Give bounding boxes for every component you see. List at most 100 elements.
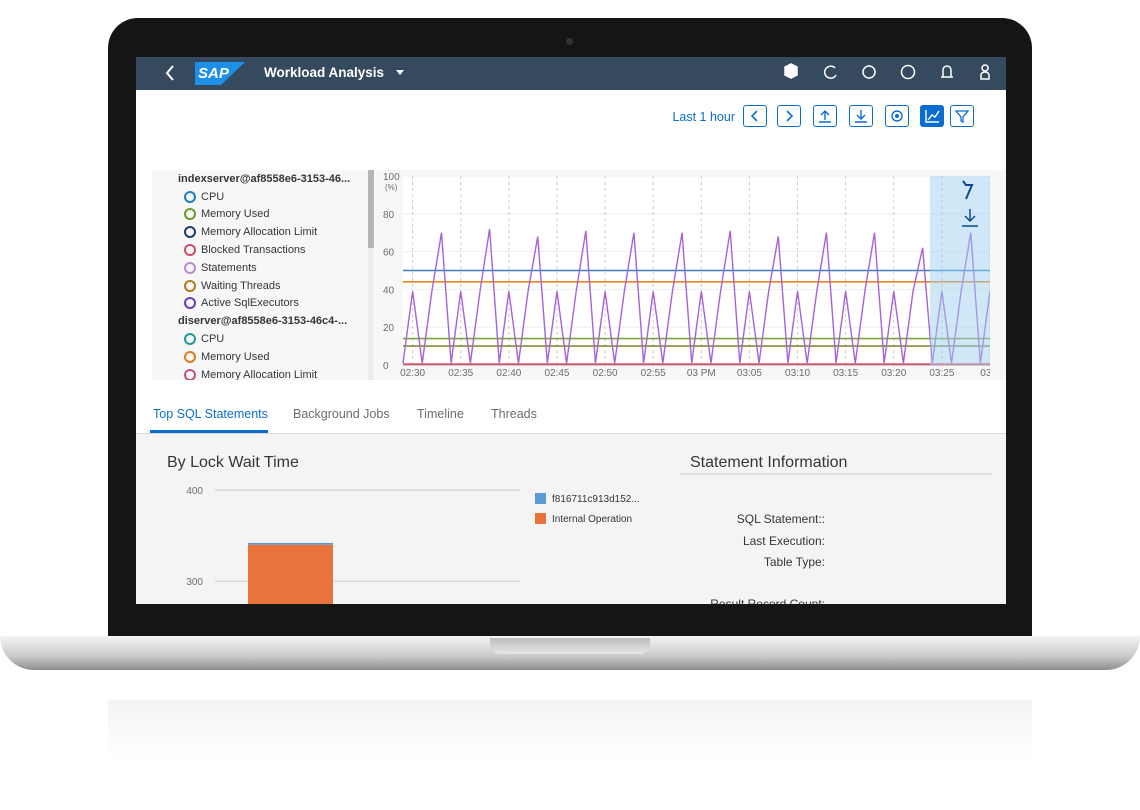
legend-marker	[184, 226, 196, 239]
x-tick-label: 02:50	[593, 368, 618, 379]
lock-chart: By Lock Wait Time Statement Information …	[167, 454, 992, 604]
bar-segment	[248, 544, 333, 604]
x-tick-label: 02:40	[496, 368, 521, 379]
selection-highlight[interactable]	[930, 176, 990, 365]
settings-button[interactable]	[885, 105, 909, 127]
filter-button[interactable]	[950, 105, 974, 127]
legend-label: Memory Allocation Limit	[201, 226, 318, 239]
legend-item[interactable]: CPU	[152, 330, 368, 348]
legend-item[interactable]: Memory Used	[152, 348, 368, 366]
next-button[interactable]	[777, 105, 801, 127]
x-tick-label: 02:45	[544, 368, 569, 379]
legend-item[interactable]: Memory Allocation Limit	[152, 366, 368, 380]
help-icon[interactable]	[900, 64, 916, 80]
camera	[566, 38, 573, 45]
y-tick-label: 80	[383, 210, 395, 221]
history-icon[interactable]	[862, 65, 876, 79]
scroll-thumb[interactable]	[368, 170, 374, 248]
shell-bar: SAP Workload Analysis	[136, 57, 1006, 90]
legend-label: Statements	[201, 261, 257, 274]
legend-marker	[184, 261, 196, 274]
legend-item[interactable]: Statements	[152, 259, 368, 277]
y-tick-label: 100	[383, 172, 400, 183]
legend-marker	[184, 297, 196, 310]
back-icon[interactable]	[165, 65, 174, 81]
time-range[interactable]: Last 1 hour	[672, 110, 735, 124]
legend-label: Internal Operation	[552, 514, 632, 525]
monitor-legend: indexserver@af8558e6-3153-46... CPU Memory…	[152, 170, 368, 380]
x-tick-label: 03:25	[929, 368, 954, 379]
x-tick-label: 03:10	[785, 368, 810, 379]
tab[interactable]: Timeline	[417, 407, 464, 421]
download-button[interactable]	[849, 105, 873, 127]
legend-marker	[184, 208, 196, 221]
scroll-track	[368, 170, 374, 380]
x-tick-label: 03:20	[881, 368, 906, 379]
x-tick-label: 02:35	[448, 368, 473, 379]
legend-swatch	[535, 513, 546, 524]
legend-item[interactable]: Waiting Threads	[152, 277, 368, 295]
y-tick-label: 300	[186, 577, 203, 588]
field-label: Table Type:	[763, 555, 825, 569]
y-tick-label: 0	[383, 361, 389, 372]
legend-item[interactable]: Blocked Transactions	[152, 241, 368, 259]
title-dropdown[interactable]	[396, 70, 404, 75]
legend-marker	[184, 368, 196, 380]
legend-marker	[184, 279, 196, 292]
legend-marker	[184, 244, 196, 257]
chart-button[interactable]	[920, 105, 944, 127]
shell-icons: SAP Workload Analysis	[165, 62, 990, 85]
notification-icon[interactable]	[941, 65, 953, 78]
statement-info-title: Statement Information	[690, 454, 847, 471]
x-tick-label: 02:55	[641, 368, 666, 379]
tab[interactable]: Background Jobs	[293, 407, 390, 421]
user-icon[interactable]	[980, 64, 990, 80]
tab-underline	[150, 430, 268, 433]
legend-label: Active SqlExecutors	[201, 297, 299, 310]
legend-item[interactable]: Active SqlExecutors	[152, 295, 368, 313]
x-tick-label: 03:3	[980, 368, 1000, 379]
reset-zoom-icon[interactable]	[962, 180, 974, 200]
legend-label: f816711c913d152...	[552, 494, 640, 505]
bar-segment	[248, 542, 333, 545]
legend-item[interactable]: Memory Used	[152, 206, 368, 224]
legend-group: diserver@af8558e6-3153-46c4-...	[152, 312, 368, 330]
x-tick-label: 03:05	[737, 368, 762, 379]
legend-item[interactable]: Memory Allocation Limit	[152, 223, 368, 241]
tab[interactable]: Threads	[491, 407, 537, 421]
legend-marker	[184, 190, 196, 203]
laptop-notch	[490, 638, 650, 654]
legend-label: Memory Used	[201, 208, 270, 221]
legend-label: Waiting Threads	[201, 279, 281, 292]
legend-label: Blocked Transactions	[201, 244, 306, 257]
series-line	[402, 228, 990, 364]
lock-chart-title: By Lock Wait Time	[167, 454, 299, 471]
y-unit: (%)	[385, 183, 398, 192]
product-icon[interactable]	[784, 63, 798, 79]
x-tick-label: 03:15	[833, 368, 858, 379]
legend-label: Memory Used	[201, 350, 270, 363]
y-tick-label: 20	[383, 323, 395, 334]
legend-label: Memory Allocation Limit	[201, 368, 318, 380]
x-tick-label: 02:30	[400, 368, 425, 379]
refresh-icon[interactable]	[823, 65, 837, 79]
x-tick-label: 03 PM	[687, 368, 716, 379]
group-name: indexserver@af8558e6-3153-46...	[178, 172, 351, 185]
legend-marker	[184, 350, 196, 363]
y-tick-label: 40	[383, 285, 395, 296]
y-tick-label: 60	[383, 248, 395, 259]
legend-swatch	[535, 493, 546, 504]
y-tick-label: 400	[186, 486, 203, 497]
prev-button[interactable]	[743, 105, 767, 127]
tab[interactable]: Top SQL Statements	[153, 407, 268, 421]
app-title[interactable]: Workload Analysis	[264, 65, 384, 80]
field-label: SQL Statement::	[736, 512, 825, 526]
download-icon[interactable]	[962, 209, 978, 227]
legend-item[interactable]: CPU	[152, 188, 368, 206]
monitor-chart: 02:30 02:35 02:40 02:45 02:50 02:55 03 PM 03:05…	[375, 170, 1006, 380]
upload-button[interactable]	[813, 105, 837, 127]
legend-marker	[184, 333, 196, 346]
group-name: diserver@af8558e6-3153-46c4-...	[178, 315, 348, 328]
screen: SAP Workload Analysis Last 1 hour indexs…	[136, 57, 1006, 604]
